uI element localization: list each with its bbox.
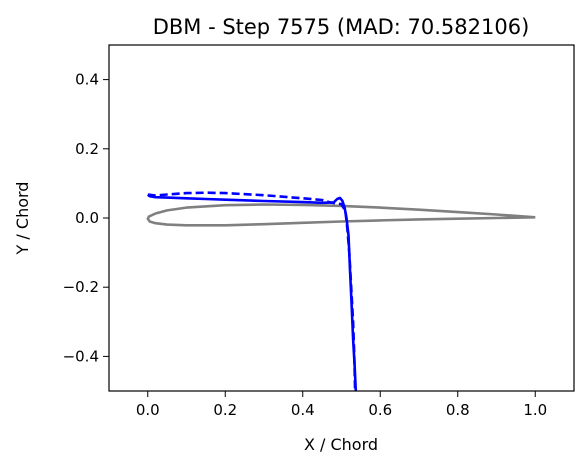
x-tick-label: 1.0 — [523, 401, 547, 419]
x-tick-label: 0.6 — [368, 401, 392, 419]
x-tick-label: 0.8 — [446, 401, 470, 419]
y-tick-label: 0.4 — [75, 71, 99, 89]
series-line-0 — [146, 203, 536, 227]
y-tick-label: −0.2 — [63, 278, 99, 296]
x-axis-label: X / Chord — [304, 435, 378, 454]
x-tick-label: 0.4 — [291, 401, 315, 419]
x-tick-label: 0.2 — [213, 401, 237, 419]
chart-title: DBM - Step 7575 (MAD: 70.582106) — [153, 15, 530, 39]
y-tick-label: 0.0 — [75, 209, 99, 227]
y-tick-label: −0.4 — [63, 347, 99, 365]
y-tick-label: 0.2 — [75, 140, 99, 158]
x-tick-label: 0.0 — [136, 401, 160, 419]
y-axis-label: Y / Chord — [13, 182, 32, 256]
